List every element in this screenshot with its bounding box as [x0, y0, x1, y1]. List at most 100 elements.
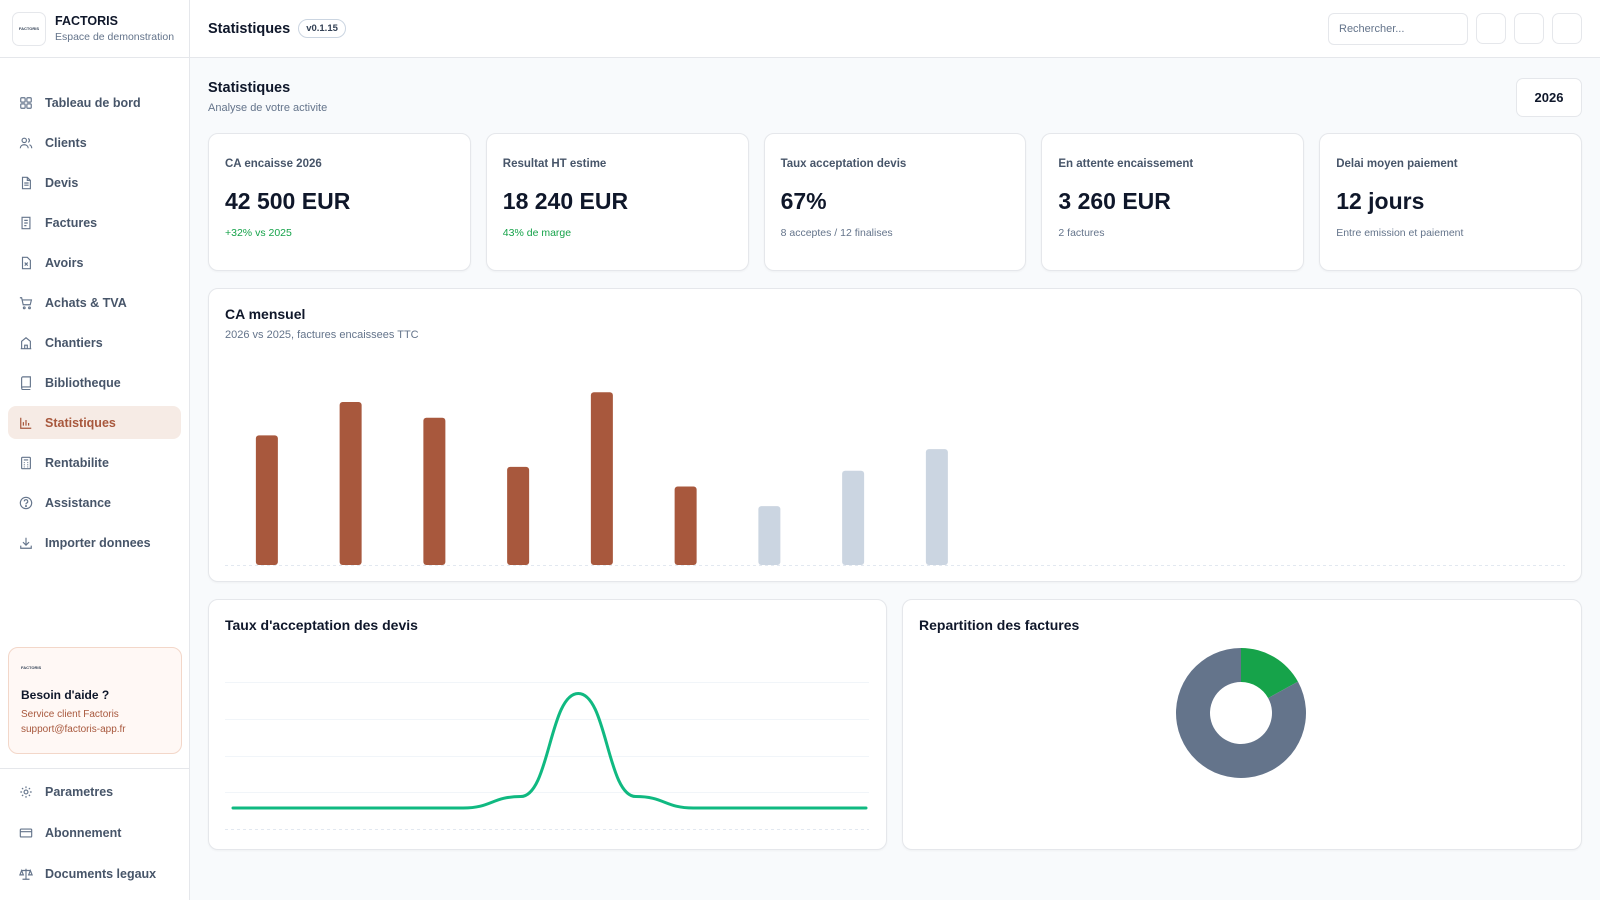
chart-bar [423, 417, 446, 565]
kpi-note: 43% de marge [502, 227, 572, 239]
kpi-card-taux-acceptation: Taux acceptation devis 67% 8 acceptes / … [763, 133, 1027, 271]
chart-bar [842, 470, 865, 565]
sidebar-item-chantiers[interactable]: Chantiers [8, 326, 181, 359]
sidebar-item-bibliotheque[interactable]: Bibliotheque [8, 366, 181, 399]
sidebar-item-label: Bibliotheque [45, 375, 121, 390]
help-email-link[interactable]: support@factoris-app.fr [21, 724, 126, 735]
sidebar-item-statistiques[interactable]: Statistiques [8, 406, 181, 439]
chart-subtitle: 2026 vs 2025, factures encaissees TTC [225, 329, 419, 341]
sidebar-item-parametres[interactable]: Parametres [8, 775, 181, 808]
page-title: Statistiques [208, 80, 291, 96]
sidebar-item-factures[interactable]: Factures [8, 206, 181, 239]
sidebar-item-tableau-de-bord[interactable]: Tableau de bord [8, 86, 181, 119]
scale-icon [19, 868, 33, 880]
chart-bar [339, 402, 362, 565]
sidebar-item-abonnement[interactable]: Abonnement [8, 816, 181, 849]
book-icon [21, 375, 31, 390]
acceptance-rate-chart [225, 682, 869, 830]
search-input[interactable] [1328, 13, 1468, 45]
version-badge: v0.1.15 [298, 19, 346, 38]
sidebar-bottom-nav: Parametres Abonnement Documents legaux [0, 768, 189, 898]
acceptance-rate-card: Taux d'acceptation des devis [208, 599, 887, 850]
kpi-value: 3 260 EUR [1058, 188, 1171, 214]
chart-bar [674, 486, 697, 565]
users-icon [19, 137, 33, 148]
chart-bar [255, 435, 278, 565]
sidebar-item-avoirs[interactable]: Avoirs [8, 246, 181, 279]
chart-slice [1241, 648, 1298, 699]
help-logo: FACTORIS [21, 665, 42, 670]
kpi-label: Delai moyen paiement [1336, 158, 1458, 170]
top-bar: Statistiques v0.1.15 [190, 0, 1600, 58]
invoice-icon [21, 216, 31, 229]
sidebar-item-assistance[interactable]: Assistance [8, 486, 181, 519]
chart-bar [507, 466, 530, 565]
invoice-distribution-chart [1176, 648, 1306, 778]
sidebar-item-label: Clients [45, 135, 87, 150]
bar-chart-icon [20, 417, 32, 429]
help-card: FACTORIS Besoin d'aide ? Service client … [8, 647, 182, 754]
help-title: Besoin d'aide ? [21, 688, 110, 702]
chart-series-line [231, 691, 868, 810]
sidebar-item-devis[interactable]: Devis [8, 166, 181, 199]
brand-logo-text: FACTORIS [18, 26, 40, 31]
help-circle-icon [19, 496, 33, 509]
sidebar-item-achats-tva[interactable]: Achats & TVA [8, 286, 181, 319]
page-subtitle: Analyse de votre activite [208, 102, 328, 114]
kpi-note: Entre emission et paiement [1336, 227, 1464, 239]
sidebar-item-documents-legaux[interactable]: Documents legaux [8, 857, 181, 890]
cart-icon [19, 296, 33, 309]
sidebar-item-label: Achats & TVA [45, 295, 127, 310]
credit-note-icon [21, 256, 31, 269]
chart-title: CA mensuel [225, 306, 306, 322]
download-icon [20, 537, 32, 549]
gear-icon [20, 785, 32, 798]
credit-card-icon [19, 827, 33, 838]
kpi-value: 67% [780, 188, 827, 214]
kpi-card-ca-encaisse: CA encaisse 2026 42 500 EUR +32% vs 2025 [208, 133, 471, 271]
sidebar-item-label: Documents legaux [45, 866, 157, 881]
building-icon [20, 336, 32, 349]
kpi-row: CA encaisse 2026 42 500 EUR +32% vs 2025… [208, 133, 1582, 271]
sidebar-item-label: Factures [45, 215, 98, 230]
kpi-label: En attente encaissement [1058, 158, 1194, 170]
kpi-value: 42 500 EUR [225, 188, 351, 214]
chart-title: Taux d'acceptation des devis [225, 617, 418, 633]
sidebar-item-importer-donnees[interactable]: Importer donnees [8, 526, 181, 559]
chart-bar [925, 449, 948, 565]
sidebar-item-label: Parametres [45, 784, 114, 799]
sidebar-item-label: Abonnement [45, 825, 122, 840]
toolbar-button-2[interactable] [1514, 13, 1544, 44]
year-selector-button[interactable]: 2026 [1516, 78, 1582, 117]
kpi-value: 18 240 EUR [502, 188, 629, 214]
toolbar-button-1[interactable] [1476, 13, 1506, 44]
sidebar-item-label: Devis [45, 175, 79, 190]
kpi-note: 8 acceptes / 12 finalises [780, 227, 893, 239]
sidebar-item-label: Importer donnees [45, 535, 151, 550]
toolbar-button-3[interactable] [1552, 13, 1582, 44]
sidebar-item-label: Chantiers [45, 335, 103, 350]
sidebar-item-label: Avoirs [45, 255, 84, 270]
kpi-card-en-attente: En attente encaissement 3 260 EUR 2 fact… [1041, 133, 1305, 271]
sidebar-item-rentabilite[interactable]: Rentabilite [8, 446, 181, 479]
sidebar-item-label: Statistiques [45, 415, 116, 430]
help-service-text: Service client Factoris [21, 709, 119, 720]
grid-icon [20, 96, 32, 109]
sidebar-nav: Tableau de bord Clients Devis Factures A… [8, 86, 181, 566]
kpi-label: Taux acceptation devis [780, 158, 907, 170]
brand-header: FACTORIS FACTORIS Espace de demonstratio… [0, 0, 189, 58]
sidebar-item-label: Tableau de bord [45, 95, 141, 110]
brand-subtitle: Espace de demonstration [55, 31, 175, 43]
monthly-revenue-card: CA mensuel 2026 vs 2025, factures encais… [208, 288, 1582, 582]
kpi-note: +32% vs 2025 [225, 227, 292, 239]
chart-bar [758, 506, 781, 565]
brand-logo[interactable]: FACTORIS [12, 11, 46, 46]
sidebar-item-label: Assistance [45, 495, 112, 510]
monthly-revenue-chart [225, 392, 1565, 566]
sidebar: FACTORIS FACTORIS Espace de demonstratio… [0, 0, 190, 900]
sidebar-item-clients[interactable]: Clients [8, 126, 181, 159]
kpi-label: CA encaisse 2026 [225, 158, 322, 170]
document-icon [21, 176, 31, 189]
invoice-distribution-card: Repartition des factures [902, 599, 1582, 850]
kpi-label: Resultat HT estime [502, 158, 607, 170]
